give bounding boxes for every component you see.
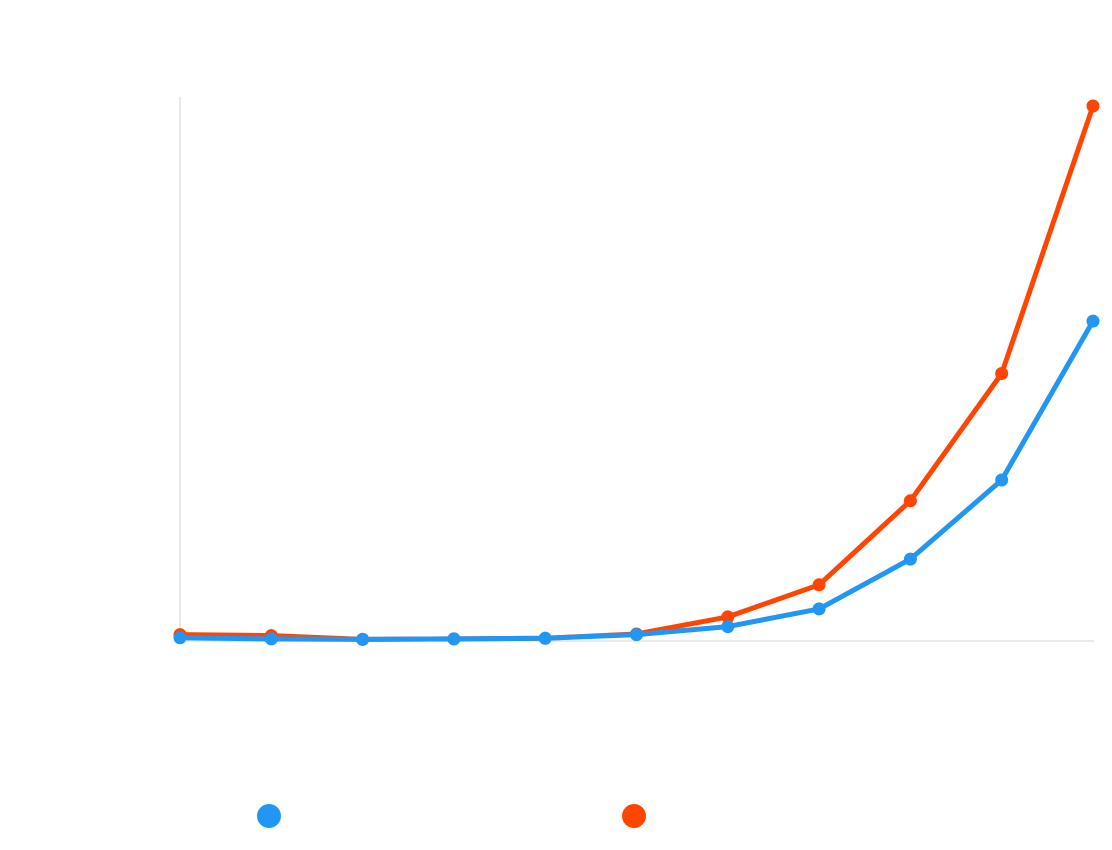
legend-item-2[interactable] [622, 804, 646, 828]
series-1-line [177, 318, 1096, 642]
series-2-point[interactable] [812, 578, 826, 592]
series-2 [173, 99, 1100, 646]
series-1-point[interactable] [721, 620, 735, 634]
legend-item-1[interactable] [257, 804, 281, 828]
series-1-point[interactable] [903, 552, 917, 566]
series-1-point[interactable] [264, 632, 278, 646]
series-2-point[interactable] [1086, 99, 1100, 113]
series-1-point[interactable] [995, 473, 1009, 487]
series-layer [173, 99, 1100, 646]
series-2-point[interactable] [721, 610, 735, 624]
series-2-line [177, 103, 1096, 642]
series-1-point[interactable] [538, 631, 552, 645]
series-1-point[interactable] [173, 631, 187, 645]
series-1-point[interactable] [356, 632, 370, 646]
series-1-point[interactable] [812, 602, 826, 616]
series-1 [173, 314, 1100, 646]
series-2-point[interactable] [903, 494, 917, 508]
legend [257, 804, 646, 828]
series-2-point[interactable] [995, 367, 1009, 380]
series-1-point[interactable] [630, 628, 643, 642]
series-1-point[interactable] [1086, 314, 1100, 328]
series-1-point[interactable] [447, 632, 461, 646]
legend-marker [622, 804, 646, 828]
legend-marker [257, 804, 281, 828]
